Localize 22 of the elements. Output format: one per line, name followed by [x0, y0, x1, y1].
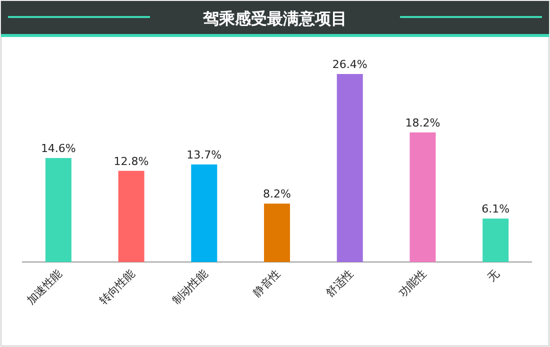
data-label: 26.4% [332, 58, 368, 71]
x-tick-label: 无 [484, 266, 502, 284]
chart-title: 驾乘感受最满意项目 [202, 9, 347, 28]
x-tick-label: 加速性能 [24, 266, 65, 308]
x-tick-label: 静音性 [250, 266, 284, 300]
data-label: 13.7% [186, 148, 222, 162]
bar [336, 74, 363, 262]
x-tick-label: 功能性 [396, 266, 429, 300]
bar [191, 164, 218, 262]
data-label: 12.8% [114, 154, 149, 168]
bar [118, 170, 144, 262]
bar [410, 132, 436, 262]
bar [45, 158, 72, 262]
x-tick-label: 制动性能 [170, 266, 210, 308]
x-tick-label: 舒适性 [323, 266, 356, 300]
data-label: 14.6% [40, 142, 76, 156]
x-tick-label: 转向性能 [97, 266, 138, 308]
bar [482, 218, 509, 262]
data-label: 8.2% [263, 188, 291, 201]
data-label: 18.2% [405, 116, 440, 130]
bar [264, 204, 290, 262]
data-label: 6.1% [482, 202, 510, 216]
